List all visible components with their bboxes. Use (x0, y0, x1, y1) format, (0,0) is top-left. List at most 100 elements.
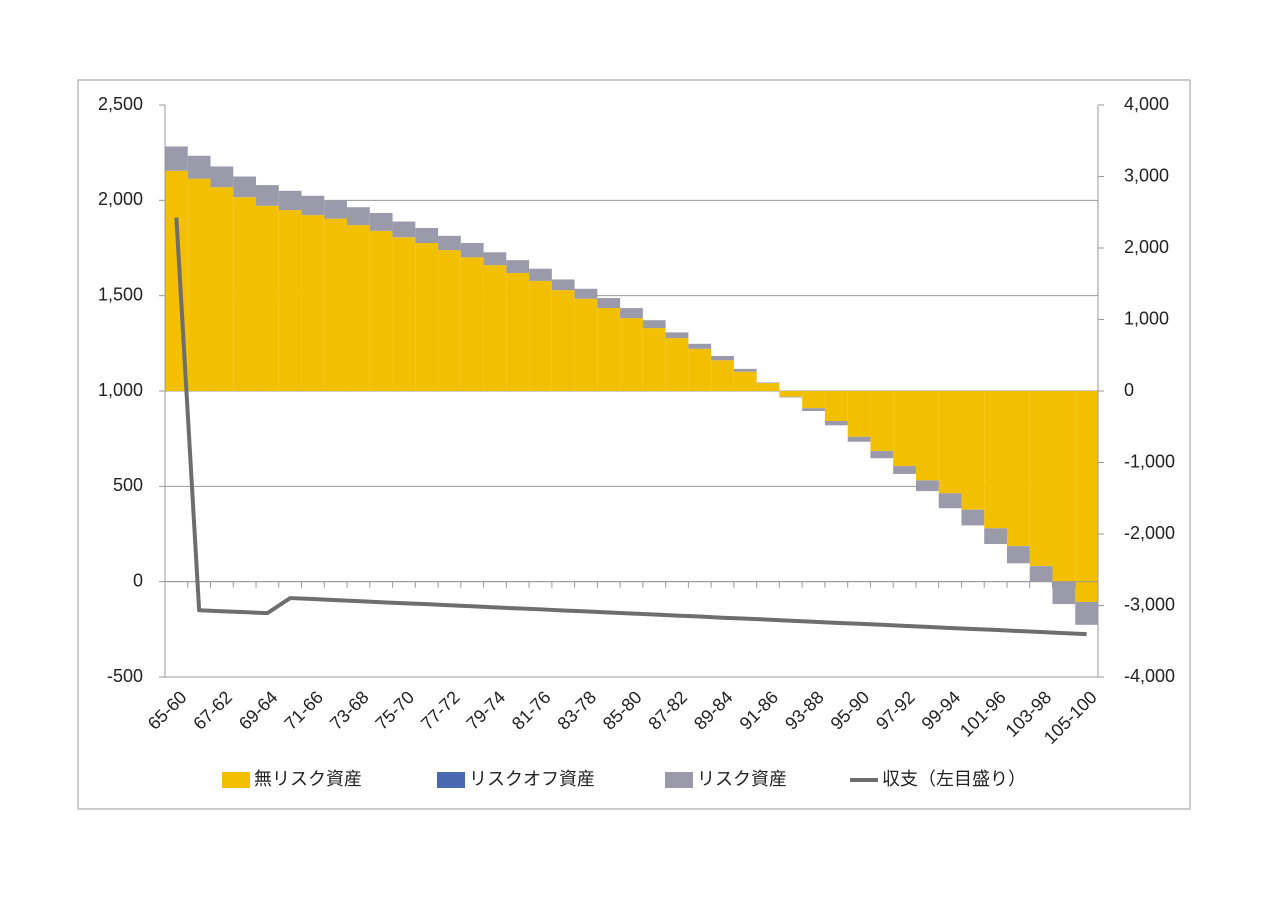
y2-tick-label: -2,000 (1124, 523, 1175, 543)
bar (961, 391, 985, 510)
bar (506, 260, 530, 274)
legend-swatch (665, 772, 693, 788)
bar (847, 391, 871, 437)
bar (278, 210, 302, 391)
bar (824, 391, 848, 422)
y-tick-label: -500 (107, 666, 143, 686)
bar (1006, 391, 1030, 547)
bar (347, 207, 370, 226)
bar (756, 383, 780, 391)
bar (483, 252, 507, 266)
bar (688, 343, 712, 349)
bar (984, 391, 1007, 529)
legend-label: リスクオフ資産 (469, 769, 595, 789)
line (174, 217, 1087, 637)
bar (779, 396, 803, 398)
bar (620, 318, 643, 391)
bar (1029, 566, 1053, 582)
bar (301, 215, 325, 391)
y2-tick-label: -4,000 (1124, 666, 1175, 686)
bar (460, 257, 484, 391)
bar (301, 195, 325, 216)
bar (392, 221, 416, 238)
bar (278, 190, 302, 211)
bar (802, 408, 825, 412)
legend-label: 無リスク資産 (254, 769, 362, 789)
y-tick-label: 1,500 (98, 284, 143, 304)
bar (665, 332, 689, 339)
bar (961, 509, 985, 526)
bar (711, 355, 734, 361)
y2-tick-label: 1,000 (1124, 308, 1169, 328)
bar (1052, 391, 1076, 582)
bar (597, 308, 621, 391)
bar (893, 391, 916, 467)
bar (256, 185, 279, 206)
bar (915, 480, 939, 492)
bar (665, 338, 689, 391)
bar (733, 371, 757, 391)
bar (438, 235, 461, 251)
bar (187, 155, 211, 179)
bar (984, 528, 1007, 545)
bar (688, 348, 712, 391)
y2-tick-label: 0 (1124, 380, 1134, 400)
bar (597, 298, 621, 309)
bar (347, 225, 370, 391)
bar (1029, 391, 1053, 567)
bar (1006, 546, 1030, 564)
bar (438, 250, 461, 391)
bar (529, 280, 552, 391)
bar (369, 212, 393, 231)
y2-tick-label: -1,000 (1124, 451, 1175, 471)
bar (369, 230, 393, 391)
bar (256, 205, 279, 391)
bar (824, 421, 848, 426)
bar (1075, 601, 1098, 625)
bar (642, 328, 666, 391)
bar (779, 391, 803, 397)
bar (324, 218, 348, 391)
bar (415, 242, 439, 391)
bar (756, 382, 780, 384)
bar (233, 197, 257, 391)
bar (574, 298, 598, 391)
bar (802, 391, 825, 409)
y-tick-label: 500 (113, 475, 143, 495)
bar (1075, 391, 1098, 602)
bar (733, 368, 757, 372)
bar (938, 493, 962, 509)
bar (1052, 581, 1076, 605)
bar (551, 290, 575, 391)
bar (551, 279, 575, 291)
bar (847, 436, 871, 442)
legend-label: リスク資産 (697, 769, 787, 789)
y-tick-label: 0 (133, 570, 143, 590)
bar (642, 320, 666, 329)
y2-tick-label: 4,000 (1124, 94, 1169, 114)
bar (870, 451, 894, 459)
y-tick-label: 1,000 (98, 380, 143, 400)
bar (893, 466, 916, 474)
bar (506, 273, 530, 391)
legend-label: 収支（左目盛り） (882, 769, 1026, 789)
bar (620, 308, 643, 319)
bar (392, 237, 416, 391)
y2-tick-label: -3,000 (1124, 594, 1175, 614)
bar (460, 242, 484, 258)
bar (187, 178, 211, 391)
bar (233, 176, 257, 198)
legend-swatch (437, 772, 465, 788)
y-tick-label: 2,000 (98, 189, 143, 209)
bar (324, 200, 348, 219)
bar (711, 360, 734, 391)
bar (210, 166, 234, 188)
bar (574, 288, 598, 299)
y-tick-label: 2,500 (98, 94, 143, 114)
bar (483, 265, 507, 391)
bar (938, 391, 962, 494)
bar (165, 146, 188, 171)
bar (870, 391, 894, 452)
bar (415, 227, 439, 243)
